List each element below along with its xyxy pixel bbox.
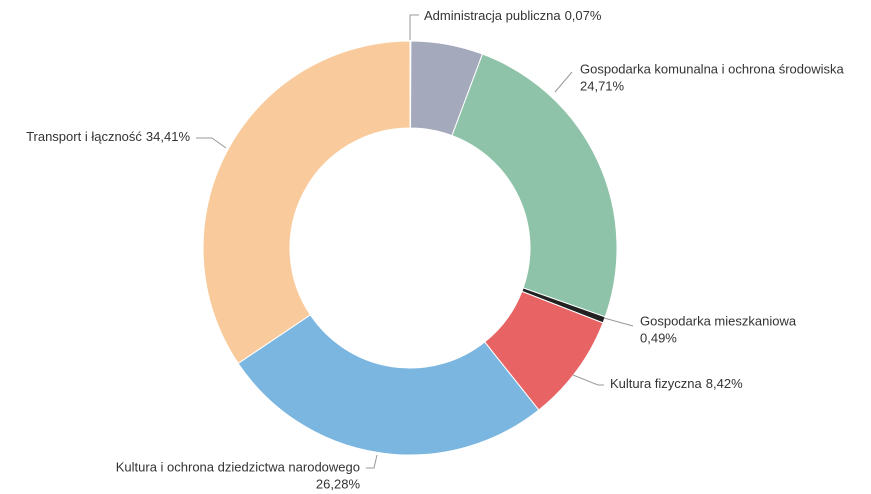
slice-label: Kultura i ochrona dziedzictwa narodowego: [116, 459, 360, 474]
value-label: 0,07%: [565, 8, 602, 23]
value-label: 34,41%: [146, 129, 191, 144]
slice-label: Administracja publiczna 0,07%: [424, 8, 602, 23]
slice: [202, 40, 411, 365]
leader-line: [409, 14, 419, 40]
value-label: 26,28%: [316, 476, 361, 491]
slice-label: Gospodarka komunalna i ochrona środowisk…: [580, 61, 845, 76]
leader-line: [572, 374, 604, 386]
leader-line: [196, 137, 227, 149]
category-name: Transport i łączność: [26, 129, 142, 144]
value-label: 0,49%: [640, 330, 677, 345]
leader-line: [554, 71, 573, 93]
value-label: 8,42%: [706, 376, 743, 391]
leader-line: [366, 454, 378, 469]
leader-line: [603, 317, 634, 327]
category-name: Administracja publiczna: [424, 8, 561, 23]
slice-label: Gospodarka mieszkaniowa: [640, 313, 797, 328]
category-name: Kultura fizyczna: [610, 376, 703, 391]
slice-label: Transport i łączność 34,41%: [26, 129, 190, 144]
slice: [237, 314, 540, 456]
slice-label: Kultura fizyczna 8,42%: [610, 376, 743, 391]
value-label: 24,71%: [580, 78, 625, 93]
slice: [451, 53, 618, 318]
